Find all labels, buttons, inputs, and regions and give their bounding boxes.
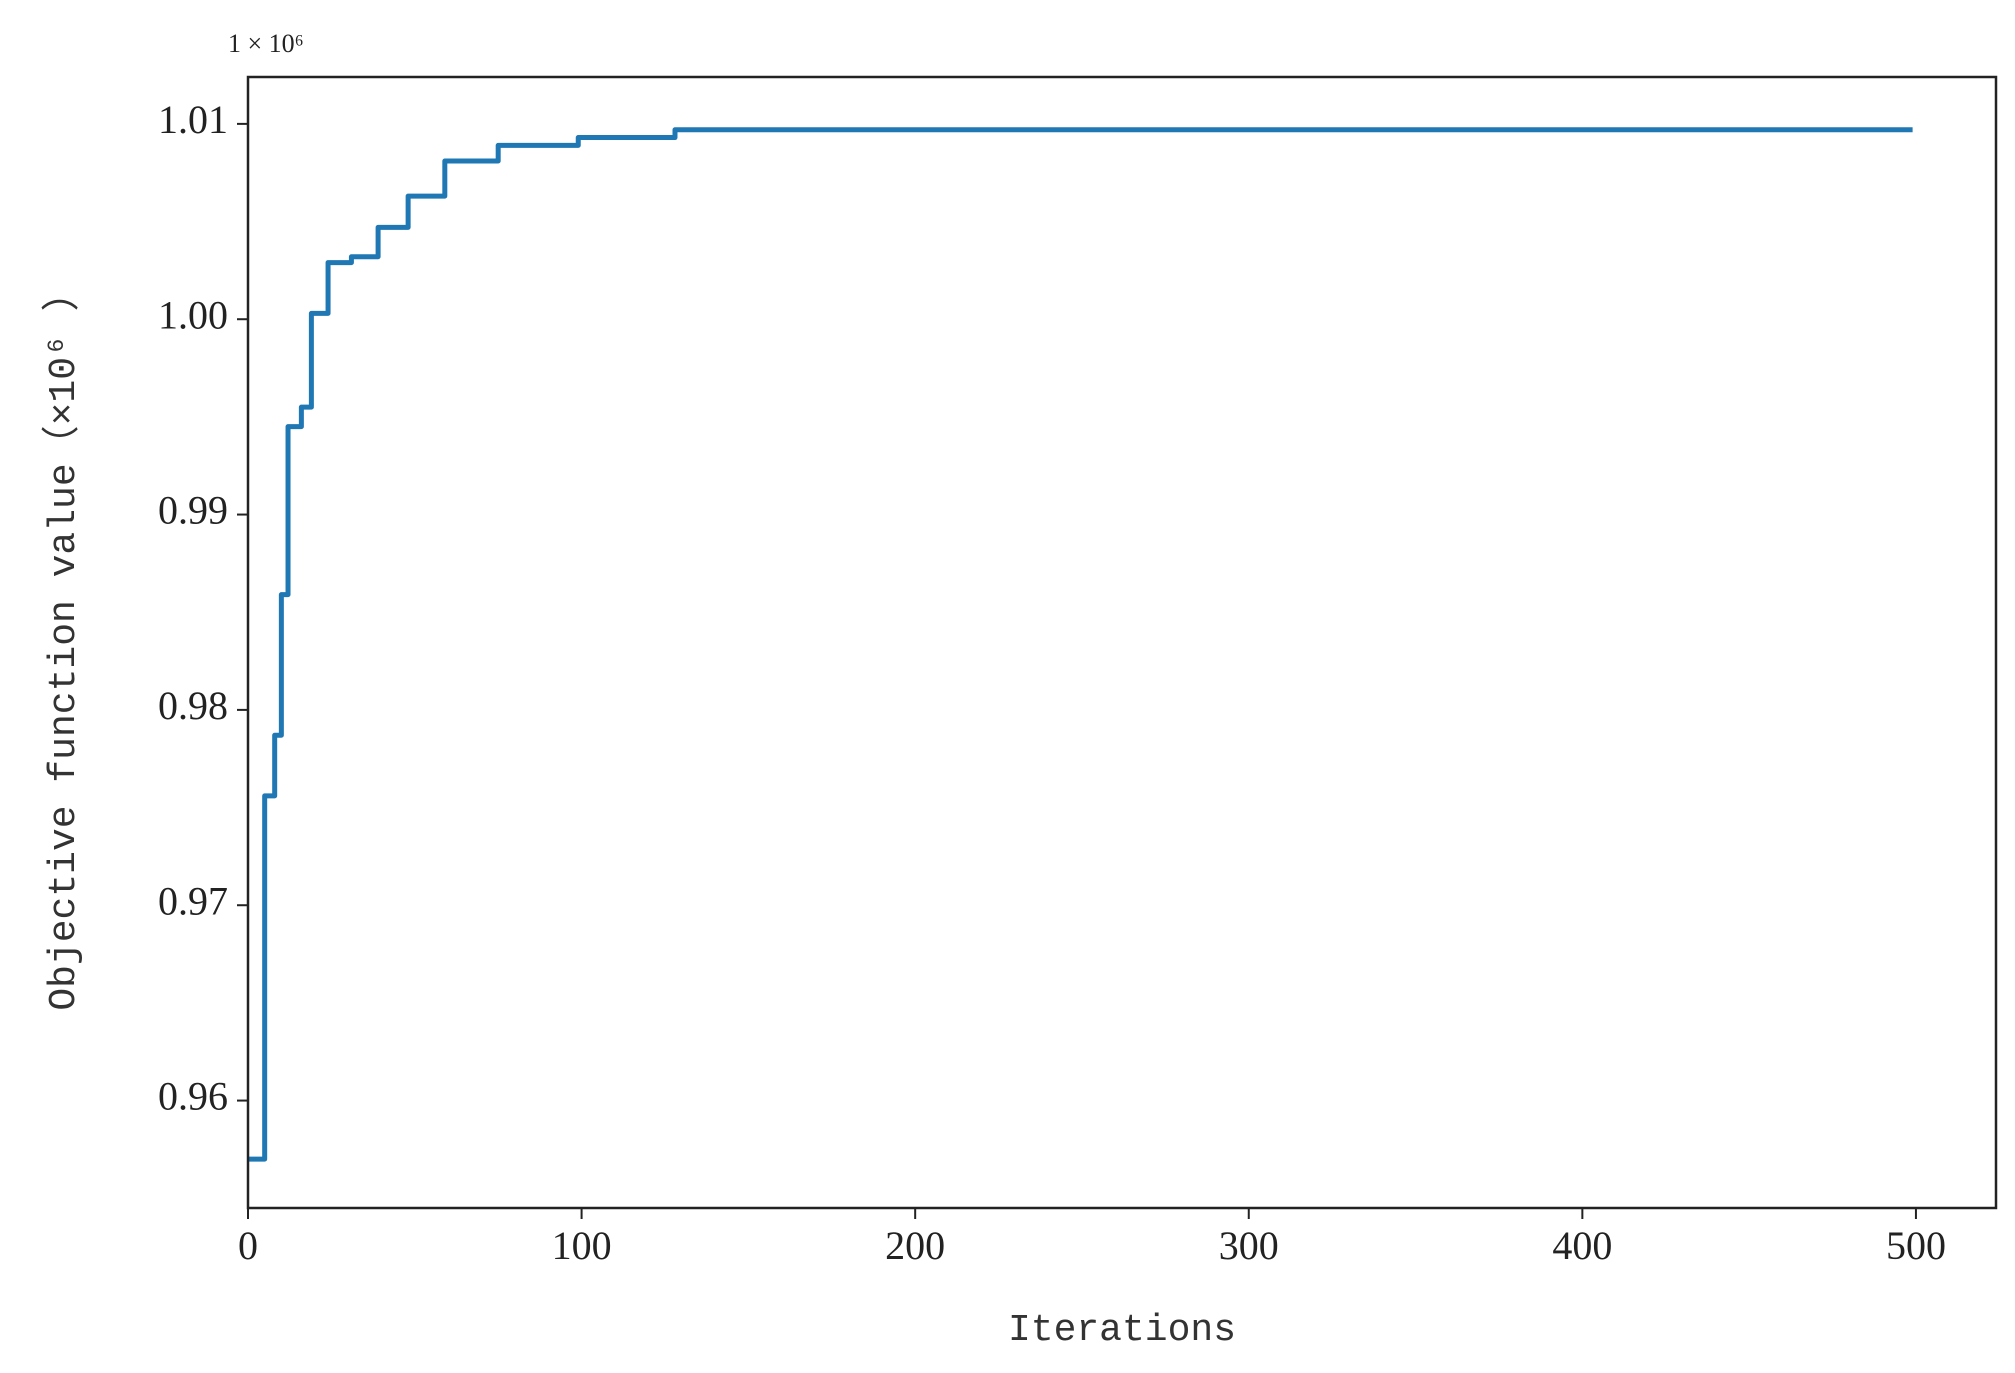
- offset-text: 1 × 10⁶: [228, 29, 304, 58]
- y-tick-label: 0.99: [158, 488, 228, 533]
- x-tick-label: 0: [238, 1223, 258, 1268]
- y-tick-label: 1.00: [158, 292, 228, 337]
- x-tick-label: 100: [552, 1223, 612, 1268]
- x-tick-label: 200: [885, 1223, 945, 1268]
- x-tick-label: 400: [1552, 1223, 1612, 1268]
- x-tick-label: 500: [1886, 1223, 1946, 1268]
- y-tick-label: 0.97: [158, 878, 228, 923]
- y-axis-label: Objective function value（×10⁶ ）: [41, 273, 86, 1010]
- y-tick-label: 1.01: [158, 97, 228, 142]
- x-tick-label: 300: [1219, 1223, 1279, 1268]
- x-axis-label: Iterations: [1008, 1309, 1236, 1352]
- y-tick-label: 0.98: [158, 683, 228, 728]
- y-tick-label: 0.96: [158, 1074, 228, 1119]
- line-series: [248, 127, 1913, 1162]
- plot-frame: [246, 75, 1998, 1210]
